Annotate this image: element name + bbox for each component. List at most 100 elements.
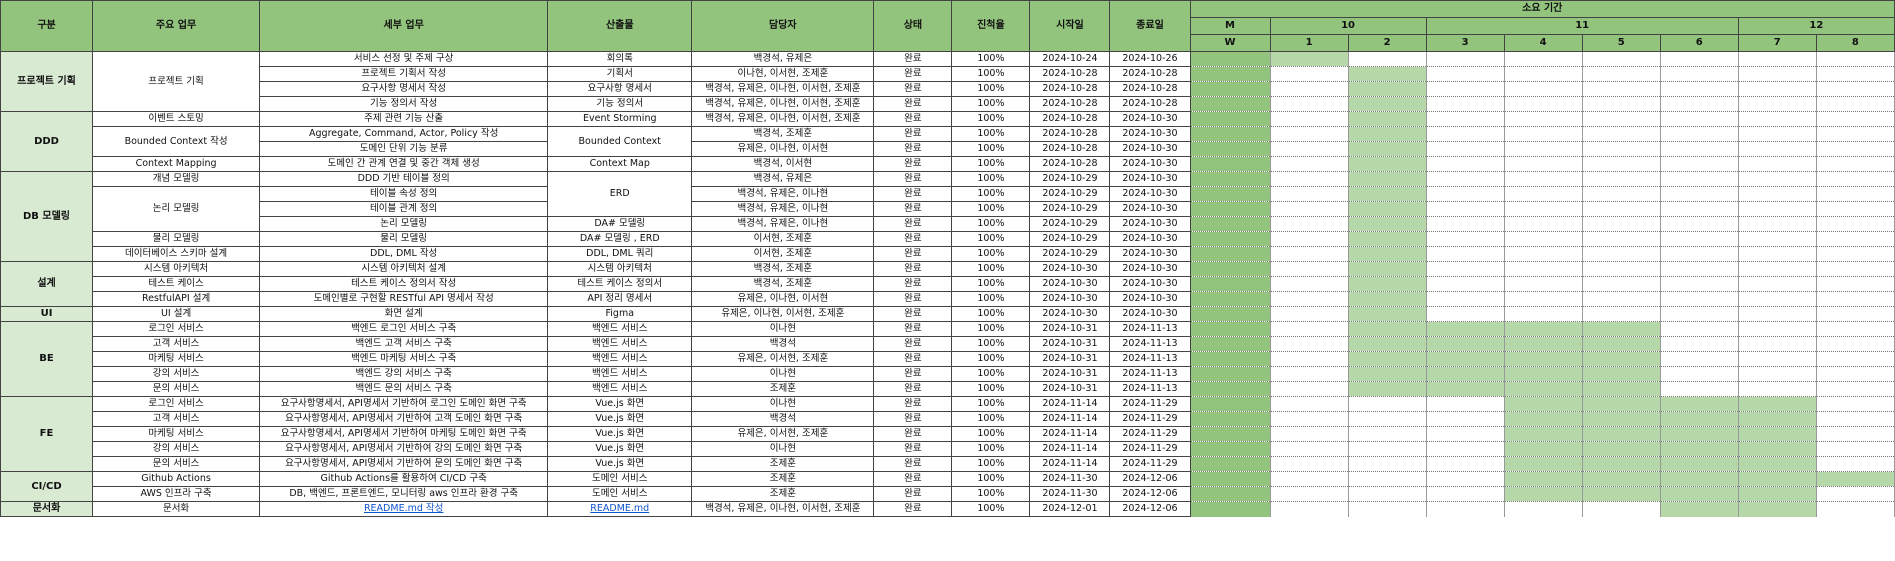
detail-task-cell: 요구사항명세서, API명세서 기반하여 강의 도메인 화면 구축 [259,441,549,457]
assignee-cell: 백경석, 유제은 [691,171,875,187]
gantt-week-cell [1269,276,1349,292]
status-cell: 완료 [873,231,953,247]
gantt-week-cell [1815,246,1895,262]
main-task-cell: 이벤트 스토밍 [92,111,261,127]
gantt-week-cell [1425,246,1505,262]
main-task-cell: 물리 모델링 [92,231,261,247]
start-date-cell: 2024-10-28 [1029,96,1111,112]
gantt-week-cell [1503,336,1583,352]
gantt-week-cell [1581,156,1661,172]
status-cell: 완료 [873,441,953,457]
gantt-week-cell [1269,291,1349,307]
gantt-week-cell [1815,336,1895,352]
gantt-week-cell [1503,501,1583,517]
deliverable-cell: 테스트 케이스 정의서 [547,276,693,292]
main-task-cell: 시스템 아키텍처 [92,261,261,277]
end-date-cell: 2024-10-30 [1109,141,1191,157]
table-row: Bounded Context 작성 Aggregate, Command, Ac… [1,126,1895,157]
start-date-cell: 2024-10-31 [1029,321,1111,337]
gantt-week-cell [1737,396,1817,412]
gantt-week-cell [1659,321,1739,337]
readme-link[interactable]: README.md [590,503,650,514]
header-week: 5 [1581,34,1661,52]
readme-link[interactable]: README.md 작성 [363,503,444,514]
table-row: 고객 서비스 백엔드 고객 서비스 구축 백엔드 서비스 백경석 완료 100% 2024-… [1,336,1895,352]
gantt-week-cell [1581,306,1661,322]
gantt-week-cell [1815,96,1895,112]
start-date-cell: 2024-10-24 [1029,51,1111,67]
table-row: 프로젝트 기획 프로젝트 기획 서비스 선정 및 주제 구상 회의록 백경석, 유제은 완… [0,51,1895,112]
header-start-date: 시작일 [1029,0,1111,52]
gantt-month-cell [1189,66,1271,82]
start-date-cell: 2024-11-14 [1029,411,1111,427]
gantt-week-cell [1581,141,1661,157]
main-task-cell: 고객 서비스 [92,411,261,427]
start-date-cell: 2024-10-31 [1029,351,1111,367]
main-task-cell: 강의 서비스 [92,441,261,457]
status-cell: 완료 [873,66,953,82]
gantt-week-cell [1815,81,1895,97]
category-cell: UI [0,306,94,322]
deliverable-cell: 기능 정의서 [547,96,693,112]
assignee-cell: 유제은, 이나현, 이서현 [691,141,875,157]
gantt-week-cell [1815,141,1895,157]
gantt-month-cell [1189,441,1271,457]
gantt-week-cell [1503,426,1583,442]
status-cell: 완료 [873,321,953,337]
table-row: 문의 서비스 요구사항명세서, API명세서 기반하여 문의 도메인 화면 구축 V… [1,456,1895,472]
start-date-cell: 2024-10-29 [1029,216,1111,232]
gantt-week-cell [1659,81,1739,97]
end-date-cell: 2024-10-30 [1109,291,1191,307]
gantt-week-cell [1737,366,1817,382]
gantt-week-cell [1503,126,1583,142]
start-date-cell: 2024-10-29 [1029,201,1111,217]
gantt-week-cell [1347,81,1427,97]
gantt-week-cell [1503,276,1583,292]
detail-task-cell: 백엔드 마케팅 서비스 구축 [259,351,549,367]
gantt-week-cell [1659,216,1739,232]
gantt-week-cell [1815,126,1895,142]
gantt-week-cell [1425,396,1505,412]
start-date-cell: 2024-10-28 [1029,111,1111,127]
gantt-week-cell [1737,96,1817,112]
main-task-cell: Bounded Context 작성 [92,126,261,157]
header-week: 3 [1425,34,1505,52]
gantt-week-cell [1737,246,1817,262]
gantt-week-cell [1269,141,1349,157]
start-date-cell: 2024-10-31 [1029,366,1111,382]
progress-cell: 100% [951,81,1031,97]
gantt-week-cell [1581,336,1661,352]
assignee-cell: 이서현, 조제훈 [691,231,875,247]
gantt-week-cell [1347,171,1427,187]
table-row: 강의 서비스 요구사항명세서, API명세서 기반하여 강의 도메인 화면 구축 V… [1,441,1895,457]
detail-task-cell: 서비스 선정 및 주제 구상 [259,51,549,67]
status-cell: 완료 [873,291,953,307]
gantt-week-cell [1269,201,1349,217]
gantt-week-cell [1503,456,1583,472]
gantt-week-cell [1581,471,1661,487]
table-row: BE 로그인 서비스 백엔드 로그인 서비스 구축 백엔드 서비스 이나현 완료 100% 2… [0,321,1895,397]
table-row: DDD 이벤트 스토밍 주제 관련 기능 산출 Event Storming 백경석, … [0,111,1895,172]
main-task-cell: 고객 서비스 [92,336,261,352]
gantt-week-cell [1737,441,1817,457]
gantt-week-cell [1737,156,1817,172]
gantt-week-cell [1503,381,1583,397]
gantt-week-cell [1581,456,1661,472]
gantt-week-cell [1425,201,1505,217]
gantt-week-cell [1269,321,1349,337]
table-row: 프로젝트 기획서 작성 기획서 이나현, 이서현, 조제훈 완료 100% 2024-10… [1,66,1895,82]
main-task-cell: 테스트 케이스 [92,276,261,292]
progress-cell: 100% [951,501,1031,517]
end-date-cell: 2024-10-30 [1109,246,1191,262]
main-task-cell: 마케팅 서비스 [92,351,261,367]
progress-cell: 100% [951,291,1031,307]
header-week: 4 [1503,34,1583,52]
gantt-week-cell [1737,411,1817,427]
gantt-week-cell [1659,231,1739,247]
gantt-week-cell [1269,231,1349,247]
category-cell: BE [0,321,94,397]
detail-task-cell: 주제 관련 기능 산출 [259,111,549,127]
start-date-cell: 2024-10-28 [1029,66,1111,82]
detail-task-cell: 도메인 단위 기능 분류 [259,141,549,157]
deliverable-cell: README.md [547,501,693,517]
